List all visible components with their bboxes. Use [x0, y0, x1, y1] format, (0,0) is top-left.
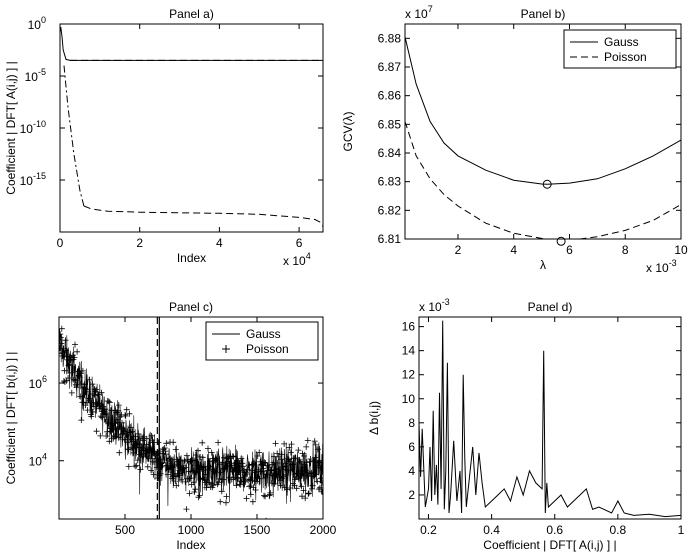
legend-box: [205, 321, 319, 361]
plot-frame: [404, 23, 682, 240]
x-tick-label: 500: [115, 523, 135, 537]
y-tick-label: 100: [28, 15, 46, 32]
y-tick-label: 16: [402, 320, 416, 334]
y-tick-label: 10-10: [20, 119, 46, 136]
panel-title: Panel a): [169, 7, 214, 21]
y-tick-label: 6.81: [378, 232, 402, 246]
series-line-1: [60, 27, 323, 61]
x-tick-label: 8: [622, 243, 629, 257]
series-group: [60, 27, 323, 228]
y-tick-label: 6.85: [378, 117, 402, 131]
x-tick-label: 1000: [178, 523, 205, 537]
legend-label: Poisson: [604, 50, 647, 64]
y-multiplier: x 10-3: [419, 297, 450, 314]
series-line-1: [419, 320, 681, 518]
x-tick-label: 2000: [310, 523, 337, 537]
x-multiplier: x 10-3: [646, 258, 677, 275]
y-tick-label: 8: [408, 416, 415, 430]
y-tick-label: 12: [402, 368, 416, 382]
x-tick-label: 6: [296, 236, 303, 250]
y-tick-label: 6.87: [378, 60, 402, 74]
y-tick-label: 6.88: [378, 31, 402, 45]
series-line-gauss: [405, 36, 681, 185]
y-axis-label: Δ b(i,j): [367, 401, 381, 435]
series-line-4: [83, 205, 323, 228]
panel-b: Panel b) λ GCV(λ) 2 4 6 8 10 6.81 6.82 6.83 6.84 6.8…: [341, 4, 688, 275]
x-axis-label: Index: [176, 538, 205, 552]
x-tick-label: 6: [566, 243, 573, 257]
legend-swatch: [222, 345, 230, 353]
x-tick-label: 10: [674, 243, 688, 257]
y-axis-label: GCV(λ): [341, 112, 355, 152]
y-tick-label: 6.82: [378, 203, 402, 217]
x-tick-label: 0.8: [610, 523, 627, 537]
x-tick-label: 0: [57, 236, 64, 250]
plot-frame: [418, 316, 682, 520]
x-tick-label: 0.6: [546, 523, 563, 537]
plot-frame: [59, 23, 324, 233]
y-tick-label: 6.86: [378, 89, 402, 103]
series-group: [419, 320, 681, 518]
y-tick-label: 10-5: [25, 67, 46, 84]
x-tick-label: 4: [510, 243, 517, 257]
legend-label: Poisson: [246, 342, 289, 356]
x-tick-label: 4: [216, 236, 223, 250]
x-axis-label: Index: [177, 251, 206, 265]
x-tick-label: 2: [455, 243, 462, 257]
y-tick-label: 10-15: [20, 171, 46, 188]
x-tick-label: 0.2: [420, 523, 437, 537]
panel-title: Panel c): [169, 300, 213, 314]
y-tick-label: 4: [408, 464, 415, 478]
y-axis-label: Coefficient | DFT[ b(i,j) ] |: [4, 352, 18, 485]
legend-label: Gauss: [604, 35, 639, 49]
x-tick-label: 2: [136, 236, 143, 250]
legend-box: [563, 29, 677, 69]
x-tick-label: 1500: [244, 523, 271, 537]
x-axis-label: λ: [540, 258, 546, 272]
minimum-marker: [542, 179, 552, 189]
series-markers-poisson: [59, 325, 323, 519]
panel-a: Panel a) Index Coefficient | DFT[ A(i,j) ]…: [4, 7, 324, 268]
y-multiplier: x 107: [405, 4, 433, 21]
y-tick-label: 14: [402, 344, 416, 358]
series-group: [405, 36, 681, 239]
panel-title: Panel b): [521, 7, 566, 21]
y-tick-label: 6.83: [378, 175, 402, 189]
x-tick-label: 0.4: [483, 523, 500, 537]
panel-d: Panel d) Coefficient | DFT[ A(i,j) ] | Δ b…: [367, 297, 685, 552]
x-axis-label: Coefficient | DFT[ A(i,j) ] |: [483, 538, 616, 552]
y-tick-label: 2: [408, 488, 415, 502]
y-tick-label: 10: [402, 392, 416, 406]
series-line-poisson: [405, 121, 681, 239]
y-tick-label: 6: [408, 440, 415, 454]
legend-label: Gauss: [246, 327, 281, 341]
series-line-3: [63, 65, 85, 207]
x-tick-label: 1: [678, 523, 685, 537]
minimum-marker: [556, 236, 566, 246]
x-multiplier: x 104: [283, 251, 311, 268]
y-tick-label: 106: [29, 374, 47, 391]
panel-c: Panel c) Index Coefficient | DFT[ b(i,j) ]…: [4, 300, 337, 552]
y-tick-label: 6.84: [378, 146, 402, 160]
panel-title: Panel d): [528, 300, 573, 314]
y-axis-label: Coefficient | DFT[ A(i,j) ] |: [4, 61, 18, 194]
y-tick-label: 104: [29, 452, 47, 469]
series-group: [59, 325, 323, 519]
